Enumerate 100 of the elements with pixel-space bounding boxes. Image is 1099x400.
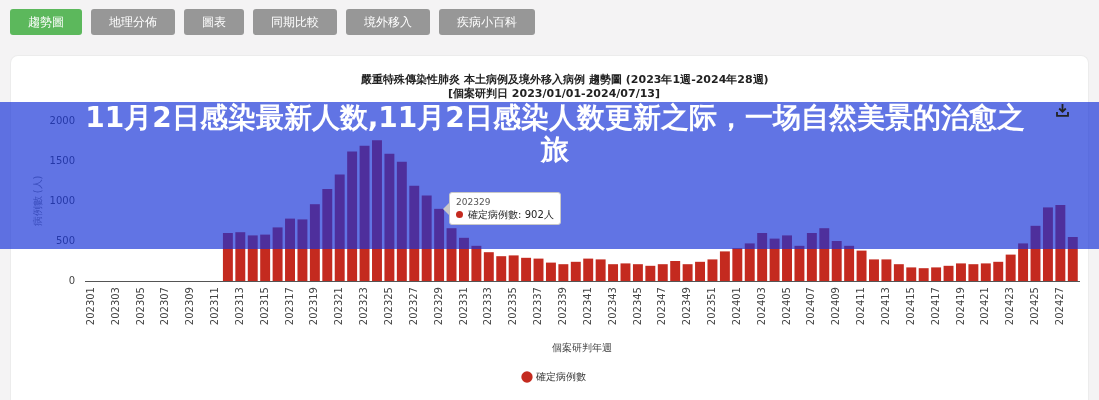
x-tick-label: 202343 [606,287,618,326]
chart-subtitle: [個案研判日 2023/01/01-2024/07/13] [447,87,661,101]
x-tick-label: 202347 [656,287,668,326]
bar [769,238,780,281]
bar [620,263,631,281]
x-tick-label: 202351 [706,287,718,326]
bar [334,174,345,281]
bar [831,241,842,281]
bar [496,256,507,281]
bar [483,252,494,281]
bar [297,219,308,281]
bar [471,245,482,281]
bar [608,264,619,281]
bar [955,263,966,281]
bar [521,257,532,281]
x-tick-label: 202331 [457,287,469,326]
x-tick-label: 202421 [979,287,991,326]
bar [757,233,768,281]
bar [806,233,817,281]
x-tick-label: 202301 [84,287,96,326]
tab-button: 地理分佈 [91,9,175,35]
x-tick-label: 202321 [333,287,345,326]
tab-button: 疾病小百科 [439,9,535,35]
tooltip: 202329 確定病例數: 902人 [443,192,561,226]
bar [682,264,693,281]
x-tick-label: 202311 [209,287,221,326]
bar [782,235,792,281]
bar [794,245,805,281]
bar [893,264,904,281]
x-tick-label: 202333 [482,287,494,326]
bar [570,261,581,281]
bar [906,267,917,281]
bar [458,237,469,281]
bar [695,261,706,281]
x-tick-label: 202307 [159,287,171,326]
bar [235,232,246,281]
tab-button: 境外移入 [346,9,430,35]
bar [980,263,991,281]
bar [285,218,295,281]
bar [359,145,370,281]
bar [869,259,879,281]
x-tick-label: 202413 [880,287,892,326]
x-tick-label: 202323 [358,287,370,326]
bar [409,185,420,281]
bar [508,255,519,281]
bar [856,250,867,281]
x-tick-label: 202339 [556,287,568,326]
bar [583,258,594,281]
bar [558,264,569,281]
legend-label: 確定病例數 [535,370,586,382]
annotation: 確定病例數: 902人 [468,208,554,222]
x-tick-label: 202403 [755,287,767,326]
x-tick-label: 202419 [954,287,966,326]
bar [309,204,320,281]
x-tick-label: 202405 [780,287,792,326]
bar [645,265,656,281]
x-tick-label: 202425 [1029,287,1041,326]
x-tick-label: 202335 [507,287,519,326]
bar [657,264,668,281]
x-tick-label: 202303 [109,287,121,326]
x-tick-label: 202337 [532,287,544,326]
x-tick-label: 202325 [383,287,395,326]
bar [272,227,283,281]
chart-title: 嚴重特殊傳染性肺炎 本土病例及境外移入病例 趨勢圖 (2023年1週-2024年28週) [360,73,770,87]
bar [260,234,271,281]
x-tick-label: 202313 [233,287,245,326]
x-tick-label: 202349 [681,287,693,326]
bar [844,245,855,281]
y-tick-label: 2000 [49,114,75,126]
x-tick-label: 202401 [730,287,742,326]
x-tick-label: 202417 [929,287,941,326]
bar [322,189,333,281]
y-tick-label: 500 [55,234,75,246]
x-tick-label: 202317 [283,287,295,326]
bar [707,259,718,281]
y-tick-label: 1000 [49,194,75,206]
x-tick-label: 202427 [1053,287,1065,326]
x-tick-label: 202305 [134,287,146,326]
x-tick-label: 202319 [308,287,320,326]
tab-button: 同期比較 [253,9,337,35]
bar [881,259,892,281]
bar [943,265,954,281]
annotation: 202329 [456,196,492,209]
bar [632,264,643,281]
x-tick-label: 202423 [1004,287,1016,326]
x-tick-label: 202327 [407,287,419,326]
bar [968,264,979,281]
tab-button: 圖表 [184,9,244,35]
x-tick-label: 202415 [904,287,916,326]
bar [222,233,233,281]
bar [918,268,929,281]
x-tick-label: 202315 [258,287,270,326]
bar [993,261,1004,281]
tab-button: 趨勢圖 [10,9,82,35]
bar [372,140,382,281]
bar [1005,254,1016,281]
bar [247,235,258,281]
bar [545,262,556,281]
x-tick-label: 202407 [805,287,817,326]
bar [1018,243,1029,281]
